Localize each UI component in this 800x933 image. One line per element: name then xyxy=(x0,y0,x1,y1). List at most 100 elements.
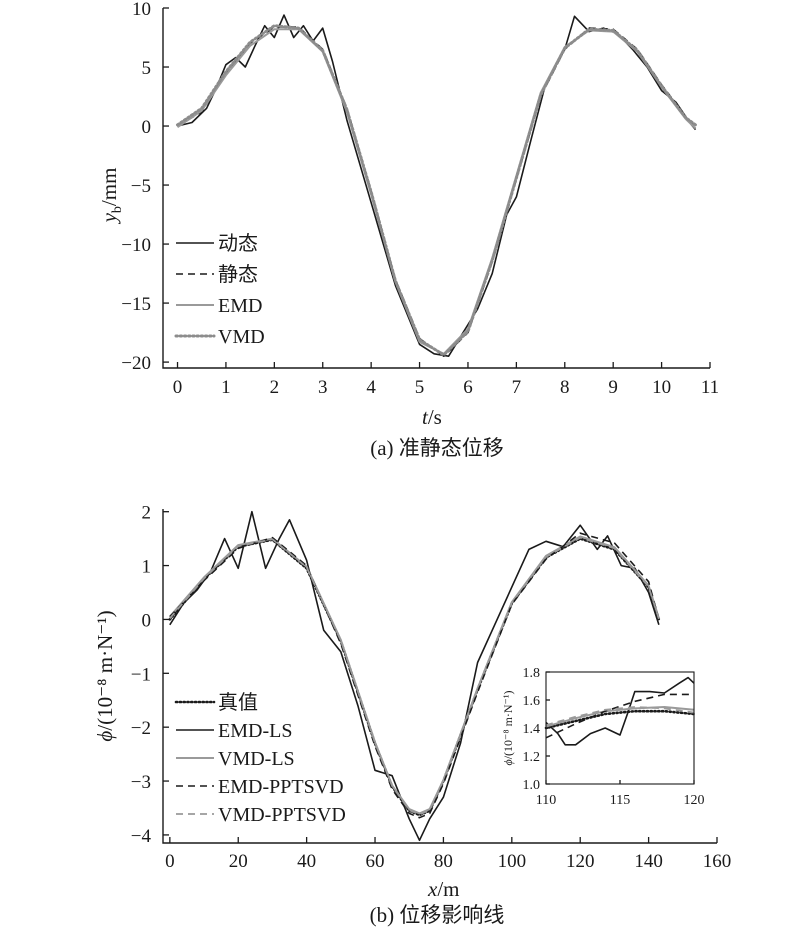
panel-a-xtick-label: 7 xyxy=(512,377,522,398)
panel-b-series-vmd-pptsvd xyxy=(169,536,660,816)
panel-b-series-emd-ls xyxy=(169,510,660,842)
panel-b-legend-entry-emd-pptsvd: EMD-PPTSVD xyxy=(176,776,344,798)
panel-a-legend-label: EMD xyxy=(218,295,262,317)
panel-a-plot-area xyxy=(176,14,697,357)
inset-y-axis-label: ϕ/(10⁻⁸ m·N⁻¹) xyxy=(501,691,515,766)
panel-b-ytick-label: −2 xyxy=(131,718,151,739)
panel-b-legend-label: VMD-PPTSVD xyxy=(218,804,346,826)
panel-a-legend-entry-emd: EMD xyxy=(176,295,262,317)
panel-b-legend-label: 真值 xyxy=(218,691,258,714)
inset-xtick-label: 120 xyxy=(684,793,705,808)
panel-b-inset: 110 115 120 1.0 1.2 1.4 1.6 1.8 ϕ/(10⁻⁸ m·N⁻¹) xyxy=(501,666,705,808)
panel-a-ytick-label: −10 xyxy=(121,235,151,256)
panel-a-caption: (a) 准静态位移 xyxy=(370,436,504,460)
panel-a-legend-label: VMD xyxy=(218,326,265,348)
inset-y-unit: /(10⁻⁸ m·N⁻¹) xyxy=(501,691,515,760)
panel-b-legend-entry-series-0: 真值 xyxy=(174,691,258,714)
panel-b-y-var: ϕ xyxy=(93,731,117,742)
panel-a-legend-label: 动态 xyxy=(218,232,258,255)
panel-b-ytick-label: 2 xyxy=(142,503,152,524)
panel-b-legend: 真值 EMD-LS VMD-LS EMD-PPTSVD VMD-PPTSVD xyxy=(174,691,346,826)
panel-b-y-axis-label: ϕ/(10⁻⁸ m·N⁻¹) xyxy=(93,610,117,741)
panel-a-xtick-label: 11 xyxy=(701,377,719,398)
panel-a-y-unit: /mm xyxy=(97,168,121,207)
panel-b-y-unit: /(10⁻⁸ m·N⁻¹) xyxy=(93,610,117,730)
panel-a-xtick-label: 5 xyxy=(415,377,425,398)
inset-plot-area xyxy=(544,676,696,746)
panel-b-xtick-label: 60 xyxy=(366,851,385,872)
panel-a-y-var: y xyxy=(97,212,121,224)
panel-a-xtick-label: 0 xyxy=(173,377,183,398)
panel-a-xtick-label: 3 xyxy=(318,377,328,398)
panel-a-xtick-label: 4 xyxy=(366,377,376,398)
panel-b-ticks: 0 20 40 60 80 100 120 140 160 2 1 0 −1 −2 −3 −4 xyxy=(131,503,731,872)
panel-b-ytick-label: −1 xyxy=(131,664,151,685)
panel-b-legend-entry-vmd-pptsvd: VMD-PPTSVD xyxy=(176,804,346,826)
panel-b-xtick-label: 0 xyxy=(165,851,175,872)
panel-a-xtick-label: 1 xyxy=(221,377,231,398)
inset-series-emd-pptsvd xyxy=(545,693,694,739)
panel-a-legend-entry-series-0: 动态 xyxy=(176,232,258,255)
panel-b-ytick-label: 0 xyxy=(142,610,152,631)
panel-a-ticks: 0 1 2 3 4 5 6 7 8 9 10 11 10 5 0 −5 −10 −15 −20 xyxy=(121,0,719,398)
panel-b-ytick-label: 1 xyxy=(142,557,152,578)
panel-a-ytick-label: 10 xyxy=(132,0,151,20)
panel-a-ytick-label: −20 xyxy=(121,353,151,374)
inset-y-var: ϕ xyxy=(501,759,515,765)
panel-b-xtick-label: 40 xyxy=(297,851,316,872)
panel-a-series-series-1 xyxy=(177,26,697,357)
panel-b-legend-entry-vmd-ls: VMD-LS xyxy=(176,748,295,770)
inset-ytick-label: 1.4 xyxy=(523,722,541,737)
panel-a-legend-entry-vmd: VMD xyxy=(174,326,265,348)
inset-series-vmd-ls xyxy=(545,706,695,728)
panel-b-legend-label: VMD-LS xyxy=(218,748,295,770)
panel-b-legend-label: EMD-PPTSVD xyxy=(218,776,344,798)
panel-a-axes xyxy=(162,8,710,369)
panel-b-legend-label: EMD-LS xyxy=(218,720,292,742)
panel-a-xtick-label: 9 xyxy=(608,377,618,398)
panel-b-xtick-label: 160 xyxy=(703,851,732,872)
panel-a-y-axis-label: yb/mm xyxy=(97,168,125,225)
panel-a-y-sub: b xyxy=(110,206,125,213)
panel-a-ytick-label: 5 xyxy=(142,58,152,79)
panel-b-legend-entry-emd-ls: EMD-LS xyxy=(176,720,292,742)
panel-b-ytick-label: −3 xyxy=(131,772,151,793)
panel-a-legend-label: 静态 xyxy=(218,263,258,286)
panel-b-x-axis-label: x/m xyxy=(427,877,460,901)
panel-b-xtick-label: 120 xyxy=(566,851,595,872)
panel-a-ytick-label: −15 xyxy=(121,294,151,315)
panel-b-ytick-label: −4 xyxy=(131,826,152,847)
panel-a-xtick-label: 8 xyxy=(560,377,570,398)
inset-series-series-0 xyxy=(544,709,696,730)
panel-b-xtick-label: 100 xyxy=(498,851,527,872)
panel-a-legend-entry-series-1: 静态 xyxy=(176,263,258,286)
panel-b-x-unit: /m xyxy=(437,877,459,901)
panel-a-ytick-label: −5 xyxy=(131,176,151,197)
panel-a-xtick-label: 2 xyxy=(270,377,280,398)
inset-series-vmd-pptsvd xyxy=(545,706,695,727)
panel-a-xtick-label: 10 xyxy=(652,377,671,398)
panel-a-x-axis-label: t/s xyxy=(422,405,442,429)
panel-a-x-unit: /s xyxy=(428,405,442,429)
panel-b-xtick-label: 140 xyxy=(634,851,663,872)
panel-a-series-vmd xyxy=(176,24,697,357)
panel-b-caption: (b) 位移影响线 xyxy=(370,903,505,927)
panel-b-x-var: x xyxy=(427,877,438,901)
inset-ytick-label: 1.8 xyxy=(523,666,541,681)
inset-ytick-label: 1.0 xyxy=(523,778,541,793)
inset-ytick-label: 1.6 xyxy=(523,694,541,709)
panel-b-plot-area xyxy=(168,510,661,842)
inset-series-emd-ls xyxy=(545,676,695,746)
panel-a-xtick-label: 6 xyxy=(463,377,473,398)
inset-xtick-label: 115 xyxy=(610,793,630,808)
panel-b-xtick-label: 20 xyxy=(229,851,248,872)
inset-ticks: 110 115 120 1.0 1.2 1.4 1.6 1.8 xyxy=(523,666,705,808)
inset-ytick-label: 1.2 xyxy=(523,750,541,765)
panel-a-x-var: t xyxy=(422,405,429,429)
panel-b-axes xyxy=(162,509,717,844)
panel-a-ytick-label: 0 xyxy=(142,117,152,138)
